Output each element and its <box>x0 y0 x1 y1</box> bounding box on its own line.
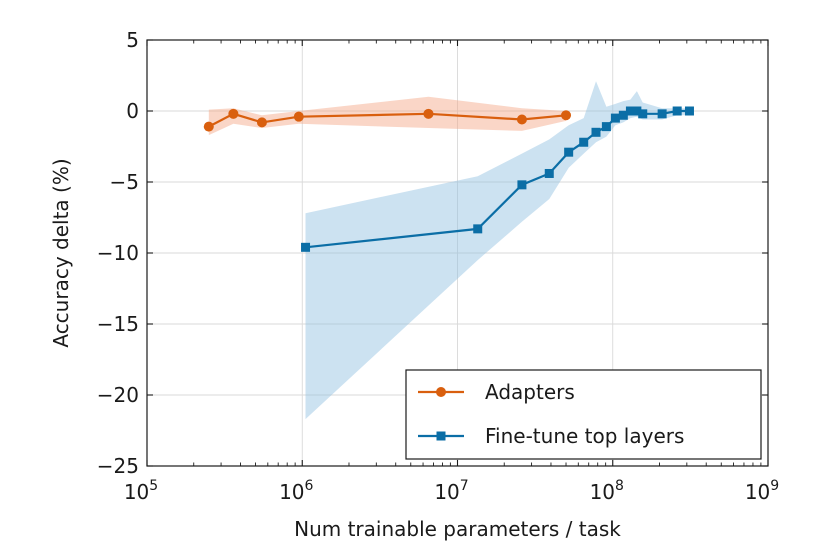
data-point-adapters <box>256 117 267 128</box>
data-point-fine-tune <box>564 147 574 157</box>
y-tick-label: −20 <box>97 383 139 407</box>
x-tick-label: 106 <box>279 478 313 504</box>
legend-marker-adapters <box>436 387 446 397</box>
data-point-fine-tune <box>301 242 311 252</box>
axis-ticks <box>146 39 769 467</box>
data-point-adapters <box>516 114 527 125</box>
data-point-fine-tune <box>579 137 589 147</box>
y-tick-label: −5 <box>110 170 139 194</box>
data-point-adapters <box>228 108 239 119</box>
y-tick-label: 5 <box>126 28 139 52</box>
data-point-fine-tune <box>625 106 635 116</box>
y-axis-label: Accuracy delta (%) <box>49 158 73 347</box>
legend-entry-fine-tune: Fine-tune top layers <box>418 424 684 448</box>
legend-marker-fine-tune <box>436 431 446 441</box>
x-tick-label: 108 <box>590 478 624 504</box>
y-tick-label: −15 <box>97 312 139 336</box>
data-point-fine-tune <box>517 180 527 190</box>
legend-label-adapters: Adapters <box>485 380 575 404</box>
data-point-fine-tune <box>684 106 694 116</box>
confidence-bands <box>208 81 690 420</box>
data-point-adapters <box>203 121 214 132</box>
data-point-fine-tune <box>638 109 648 119</box>
data-point-adapters <box>423 108 434 119</box>
legend-label-fine-tune: Fine-tune top layers <box>485 424 684 448</box>
legend-box <box>405 369 762 460</box>
data-point-fine-tune <box>544 168 554 178</box>
x-axis-label: Num trainable parameters / task <box>294 517 621 541</box>
x-tick-label: 105 <box>124 478 158 504</box>
x-tick-label: 107 <box>434 478 468 504</box>
y-tick-label: 0 <box>126 99 139 123</box>
y-tick-label: −10 <box>97 241 139 265</box>
data-point-fine-tune <box>591 127 601 137</box>
data-point-fine-tune <box>473 224 483 234</box>
confidence-band-adapters <box>208 96 567 136</box>
series-markers <box>203 106 694 252</box>
data-point-adapters <box>293 111 304 122</box>
legend-entry-adapters: Adapters <box>418 380 575 404</box>
y-tick-label: −25 <box>97 454 139 478</box>
data-point-fine-tune <box>657 109 667 119</box>
confidence-band-fine-tune <box>305 81 690 420</box>
data-point-adapters <box>561 110 572 121</box>
data-point-fine-tune <box>632 106 642 116</box>
legend: Adapters Fine-tune top layers <box>405 369 762 460</box>
data-point-fine-tune <box>610 113 620 123</box>
data-point-fine-tune <box>601 122 611 132</box>
data-point-fine-tune <box>618 110 628 120</box>
x-tick-label: 109 <box>745 478 779 504</box>
data-point-fine-tune <box>672 106 682 116</box>
